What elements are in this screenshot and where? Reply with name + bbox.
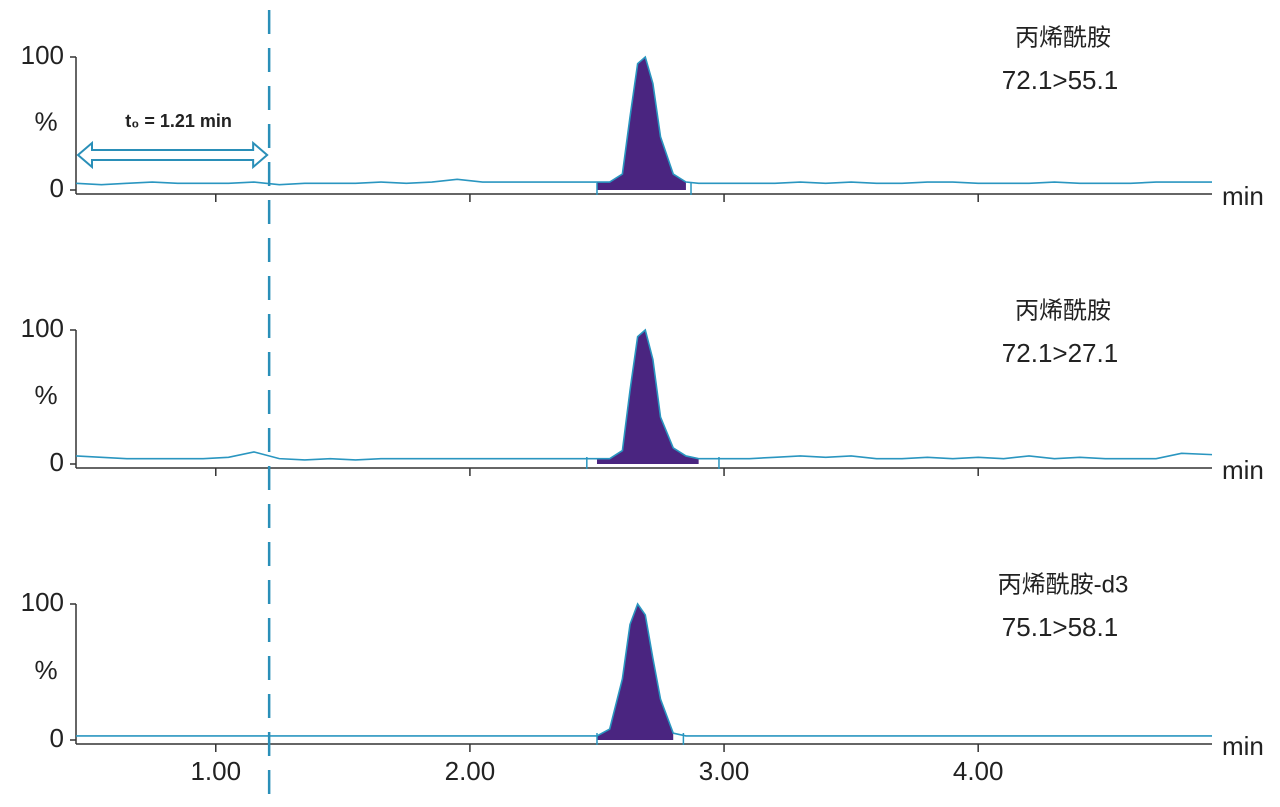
x-tick-label: 1.00 <box>190 756 241 786</box>
peak-area <box>596 57 686 190</box>
y-tick-label: 100 <box>21 40 64 70</box>
x-tick-label: 4.00 <box>953 756 1004 786</box>
y-tick-label: 0 <box>50 447 64 477</box>
trace-line <box>76 602 1212 737</box>
y-axis-label: % <box>34 106 57 136</box>
trace-title: 丙烯酰胺-d3 <box>998 571 1129 598</box>
y-axis-label: % <box>34 655 57 685</box>
y-axis-label: % <box>34 380 57 410</box>
x-axis-label: min <box>1222 455 1264 485</box>
trace-line <box>75 55 1212 186</box>
peak-area <box>596 330 699 464</box>
trace-transition: 75.1>58.1 <box>1002 612 1118 642</box>
x-tick-label: 2.00 <box>445 756 496 786</box>
y-tick-label: 0 <box>50 723 64 753</box>
trace-title: 丙烯酰胺 <box>1015 24 1111 51</box>
trace-line <box>75 328 1213 461</box>
trace-transition: 72.1>27.1 <box>1002 338 1118 368</box>
x-axis-label: min <box>1222 181 1264 211</box>
x-tick-label: 3.00 <box>699 756 750 786</box>
t0-arrow <box>76 140 269 170</box>
t0-annotation: t₀ = 1.21 min <box>125 111 232 131</box>
x-axis-label: min <box>1222 731 1264 761</box>
y-tick-label: 100 <box>21 313 64 343</box>
trace-title: 丙烯酰胺 <box>1015 297 1111 324</box>
y-tick-label: 100 <box>21 587 64 617</box>
y-tick-label: 0 <box>50 173 64 203</box>
trace-transition: 72.1>55.1 <box>1002 65 1118 95</box>
